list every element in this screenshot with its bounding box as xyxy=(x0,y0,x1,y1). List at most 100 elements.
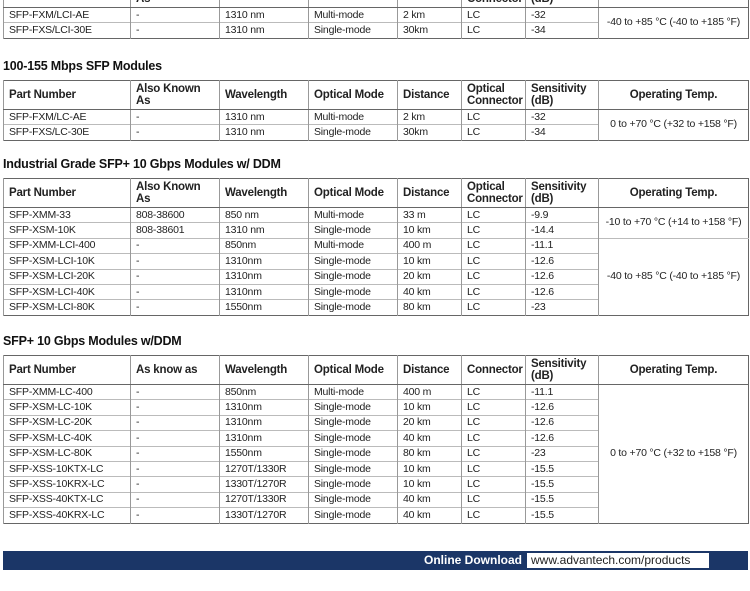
cell: -15.5 xyxy=(525,491,599,508)
cell: LC xyxy=(461,6,526,23)
cell: - xyxy=(130,283,220,300)
cell: 1550nm xyxy=(219,445,309,462)
cell: -12.6 xyxy=(525,399,599,416)
cell: LC xyxy=(461,124,526,141)
cell: -32 xyxy=(525,6,599,23)
cell: LC xyxy=(461,460,526,477)
cell: Multi-mode xyxy=(308,108,398,125)
cell: 1310 nm xyxy=(219,6,309,23)
row: SFP-XSS-10KRX-LC -1330T/1270R Single-mode 1… xyxy=(3,476,749,493)
cell: Single-mode xyxy=(308,283,398,300)
header-cell: As know as xyxy=(130,355,220,385)
row: SFP-XSS-40KRX-LC -1330T/1270R Single-mode 4… xyxy=(3,507,749,524)
row: SFP-XSM-LC-10K -1310nm Single-mode 10 km LC -… xyxy=(3,399,749,416)
cell: Single-mode xyxy=(308,268,398,285)
header-cell: Wavelength xyxy=(219,80,309,110)
cell: -40 to +85 °C (-40 to +185 °F) xyxy=(598,7,749,39)
cell: -12.6 xyxy=(525,268,599,285)
cell: LC xyxy=(461,253,526,270)
cell: 1310nm xyxy=(219,253,309,270)
cell: 2 km xyxy=(397,108,462,125)
cell: Single-mode xyxy=(308,222,398,239)
cell: 400 m xyxy=(397,237,462,254)
cell: - xyxy=(130,253,220,270)
cell: - xyxy=(130,108,220,125)
cell: Single-mode xyxy=(308,476,398,493)
header-cell: Operating Temp. xyxy=(598,178,749,208)
cell: 33 m xyxy=(397,206,462,223)
cell: SFP-XSM-LCI-20K xyxy=(3,268,131,285)
cell: -15.5 xyxy=(525,460,599,477)
cell: Multi-mode xyxy=(308,383,398,400)
cell: Multi-mode xyxy=(308,237,398,254)
cell: -9.9 xyxy=(525,206,599,223)
cell: 1270T/1330R xyxy=(219,491,309,508)
cell: 20 km xyxy=(397,414,462,431)
row: SFP-XSM-LCI-10K -1310nm Single-mode 10 km LC… xyxy=(3,253,749,270)
cell: -15.5 xyxy=(525,507,599,524)
cell: 10 km xyxy=(397,399,462,416)
header-cell: Also Known As xyxy=(130,80,220,110)
row: SFP-XSM-LC-20K -1310nm Single-mode 20 km LC -… xyxy=(3,414,749,431)
row: SFP-XMM-LC-400-850nm Multi-mode 400 m LC -11… xyxy=(3,383,749,524)
cell: - xyxy=(130,507,220,524)
cell: -34 xyxy=(525,124,599,141)
header-cell: Distance xyxy=(397,355,462,385)
header-cell: Distance xyxy=(397,178,462,208)
cell: LC xyxy=(461,283,526,300)
cell: SFP-XSM-LCI-10K xyxy=(3,253,131,270)
cell: 20 km xyxy=(397,268,462,285)
cell: SFP-XSM-LC-80K xyxy=(3,445,131,462)
header-cell: Optical Mode xyxy=(308,0,398,8)
section-title: 100-155 Mbps SFP Modules xyxy=(3,59,162,73)
cell: LC xyxy=(461,414,526,431)
cell: SFP-XMM-33 xyxy=(3,206,131,223)
row: SFP-XSM-LCI-40K -1310nm Single-mode 40 km LC… xyxy=(3,283,749,300)
footer-url[interactable]: www.advantech.com/products xyxy=(527,553,709,568)
footer-label: Online Download xyxy=(424,553,522,567)
cell: Single-mode xyxy=(308,460,398,477)
cell: Single-mode xyxy=(308,299,398,316)
cell: LC xyxy=(461,491,526,508)
cell: -11.1 xyxy=(525,383,599,400)
header-cell: Wavelength xyxy=(219,355,309,385)
header-cell: Wavelength xyxy=(219,178,309,208)
cell: 1330T/1270R xyxy=(219,476,309,493)
cell: SFP-XSM-LCI-80K xyxy=(3,299,131,316)
cell: SFP-XSM-10K xyxy=(3,222,131,239)
cell: LC xyxy=(461,445,526,462)
row: SFP-XSM-10K 808-38601 1310 nm Single-mode 10… xyxy=(3,222,749,239)
cell: SFP-XSS-10KRX-LC xyxy=(3,476,131,493)
cell: - xyxy=(130,22,220,39)
footer-bar: Online Download www.advantech.com/produc… xyxy=(3,551,748,570)
row: SFP-XSM-LCI-80K -1550nm Single-mode 80 km LC… xyxy=(3,299,749,316)
cell: 850nm xyxy=(219,237,309,254)
cell: -12.6 xyxy=(525,414,599,431)
cell: - xyxy=(130,399,220,416)
header-cell: Optical Mode xyxy=(308,80,398,110)
cell: SFP-XSM-LC-20K xyxy=(3,414,131,431)
cell: Single-mode xyxy=(308,445,398,462)
cell: -15.5 xyxy=(525,476,599,493)
header-cell: Sensitivity (dB) xyxy=(525,178,599,208)
cell: 1310 nm xyxy=(219,22,309,39)
row: SFP-XSM-LC-80K -1550nm Single-mode 80 km LC -… xyxy=(3,445,749,462)
cell: - xyxy=(130,383,220,400)
cell: -12.6 xyxy=(525,283,599,300)
cell: 2 km xyxy=(397,6,462,23)
cell: 1550nm xyxy=(219,299,309,316)
cell: 30km xyxy=(397,22,462,39)
row: SFP-FXS/LCI-30E -1310 nm Single-mode 30km LC… xyxy=(3,22,749,39)
cell: SFP-XSM-LC-10K xyxy=(3,399,131,416)
cell: 850 nm xyxy=(219,206,309,223)
cell: Single-mode xyxy=(308,491,398,508)
cell: SFP-XSS-40KRX-LC xyxy=(3,507,131,524)
cell: - xyxy=(130,124,220,141)
cell: 10 km xyxy=(397,476,462,493)
cell: 1310nm xyxy=(219,430,309,447)
cell: SFP-XMM-LC-400 xyxy=(3,383,131,400)
header-cell: Part Number xyxy=(3,355,131,385)
